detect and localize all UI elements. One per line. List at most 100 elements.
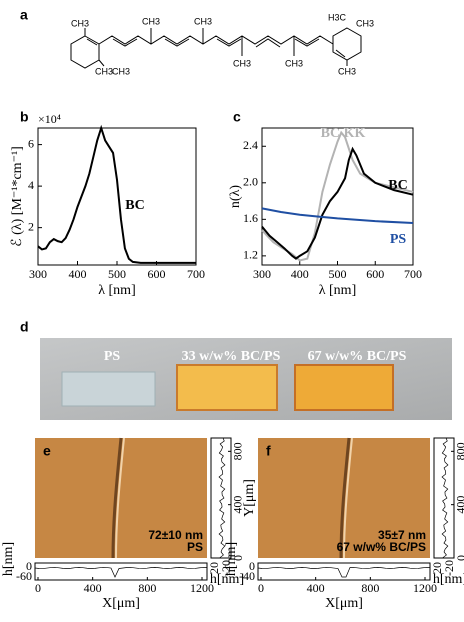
bottom-profile-frame xyxy=(257,562,431,581)
x-axis-label: X[μm] xyxy=(325,596,363,611)
scratch-edge xyxy=(115,437,125,559)
ps-film xyxy=(61,371,156,407)
x-tick-label: 1200 xyxy=(190,581,214,595)
series-label: BC xyxy=(388,178,407,193)
y-tick-label: 1.2 xyxy=(243,248,258,262)
plot-frame xyxy=(37,127,197,266)
y-axis-label: ℰ (λ) [M⁻¹*cm⁻¹] xyxy=(10,146,25,247)
x-axis-label: λ [nm] xyxy=(98,283,136,298)
scratch-edge xyxy=(343,437,353,559)
methyl-group: CH3 xyxy=(95,66,113,76)
panel-label: d xyxy=(20,319,29,335)
series-line xyxy=(37,124,196,264)
side-tick-label: -20 xyxy=(219,560,233,576)
y-axis-label: Y[μm] xyxy=(242,479,257,517)
h-tick-label: 0 xyxy=(249,559,255,573)
scratch-shadow xyxy=(111,437,123,559)
series-label: PS xyxy=(390,232,407,247)
y-tick-label: 400 xyxy=(231,496,245,514)
y-tick-label: 1.6 xyxy=(243,211,258,225)
side-axis-label: h[nm] xyxy=(210,572,244,587)
h-tick-label: 0 xyxy=(26,559,32,573)
x-tick-label: 0 xyxy=(35,581,41,595)
methyl-group: CH3 xyxy=(285,58,303,68)
y-multiplier: ×10⁴ xyxy=(38,112,61,126)
series-line xyxy=(261,207,414,224)
side-profile xyxy=(218,437,226,559)
methyl-group: H3C xyxy=(328,12,347,22)
y-tick-label: 800 xyxy=(454,442,464,460)
y-tick-label: 4 xyxy=(28,178,34,192)
x-tick-label: 600 xyxy=(148,267,166,281)
x-tick-label: 500 xyxy=(108,267,126,281)
methyl-group: CH3 xyxy=(338,66,356,76)
h-axis-label: h[nm] xyxy=(1,542,16,576)
sample-label: PS xyxy=(104,349,121,364)
x-tick-label: 500 xyxy=(329,267,347,281)
methyl-group: CH3 xyxy=(356,18,374,28)
y-tick-label: 0 xyxy=(231,555,245,561)
side-tick-label: -20 xyxy=(442,560,456,576)
x-tick-label: 0 xyxy=(258,581,264,595)
afm-image xyxy=(35,438,207,558)
x-tick-label: 800 xyxy=(138,581,156,595)
side-profile xyxy=(441,437,449,559)
bc-film-67 xyxy=(294,364,394,411)
panel-label: c xyxy=(233,109,241,125)
x-tick-label: 400 xyxy=(307,581,325,595)
bottom-profile xyxy=(34,567,208,578)
sample-label: PS xyxy=(187,540,203,554)
h-axis-label: h[nm] xyxy=(224,542,239,576)
x-tick-label: 400 xyxy=(291,267,309,281)
sample-label: 33 w/w% BC/PS xyxy=(182,349,281,364)
x-axis-label: λ [nm] xyxy=(319,283,357,298)
sample-label: 67 w/w% BC/PS xyxy=(308,349,407,364)
sample-label: 67 w/w% BC/PS xyxy=(337,540,426,554)
y-tick-label: 2.0 xyxy=(243,175,258,189)
panel-label: f xyxy=(266,443,271,459)
side-profile-frame xyxy=(433,437,455,559)
bottom-profile-frame xyxy=(34,562,208,581)
y-tick-label: 400 xyxy=(454,496,464,514)
bottom-profile xyxy=(257,567,431,578)
h-tick-label: -60 xyxy=(16,569,32,583)
scratch-shadow xyxy=(339,437,351,559)
x-tick-label: 300 xyxy=(29,267,47,281)
series-line xyxy=(261,146,414,260)
y-tick-label: 2.4 xyxy=(243,138,258,152)
methyl-group: CH3 xyxy=(142,16,160,26)
x-tick-label: 400 xyxy=(69,267,87,281)
x-tick-label: 600 xyxy=(366,267,384,281)
y-tick-label: 800 xyxy=(231,442,245,460)
series-label: BC KK xyxy=(321,126,366,141)
x-tick-label: 300 xyxy=(253,267,271,281)
side-profile-frame xyxy=(210,437,232,559)
y-tick-label: 6 xyxy=(28,136,34,150)
x-tick-label: 800 xyxy=(361,581,379,595)
x-tick-label: 700 xyxy=(187,267,205,281)
x-tick-label: 700 xyxy=(404,267,422,281)
carotene-structure xyxy=(70,27,362,69)
y-tick-label: 2 xyxy=(28,219,34,233)
side-axis-label: h[nm] xyxy=(433,572,464,587)
methyl-group: CH3 xyxy=(112,66,130,76)
x-axis-label: X[μm] xyxy=(102,596,140,611)
y-axis-label: n(λ) xyxy=(228,185,243,208)
panel-label: b xyxy=(20,109,29,125)
panel-label: e xyxy=(43,443,51,459)
methyl-group: CH3 xyxy=(233,58,251,68)
thickness-label: 35±7 nm xyxy=(378,528,426,542)
methyl-group: CH3 xyxy=(71,18,89,28)
bc-film-33 xyxy=(176,364,278,411)
h-tick-label: -40 xyxy=(239,569,255,583)
x-tick-label: 1200 xyxy=(413,581,437,595)
side-tick-label: 20 xyxy=(430,562,444,574)
x-tick-label: 400 xyxy=(84,581,102,595)
panel-label: a xyxy=(20,7,28,23)
methyl-group: CH3 xyxy=(194,16,212,26)
y-tick-label: 0 xyxy=(454,555,464,561)
side-tick-label: 20 xyxy=(207,562,221,574)
series-label: BC xyxy=(125,198,144,213)
thickness-label: 72±10 nm xyxy=(148,528,203,542)
